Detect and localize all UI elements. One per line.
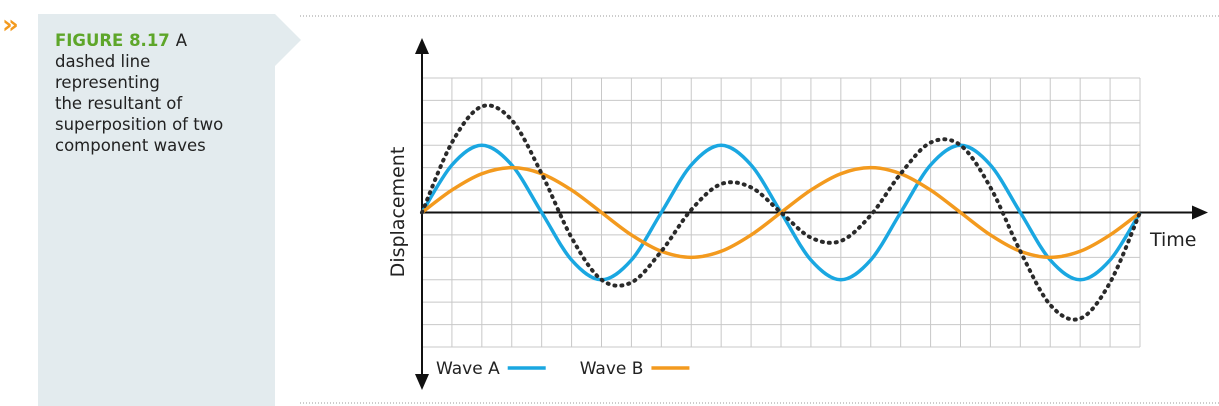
y-axis-arrow bbox=[415, 374, 429, 390]
x-axis-arrow bbox=[1192, 205, 1208, 220]
legend-label: Wave A bbox=[436, 359, 500, 379]
marker: » bbox=[2, 10, 19, 40]
y-axis-arrow bbox=[415, 38, 429, 54]
y-axis-label: Displacement bbox=[387, 147, 409, 278]
sidebar bbox=[38, 14, 275, 406]
caption-line: representing bbox=[55, 73, 160, 92]
resultant-line bbox=[420, 103, 1142, 322]
x-axis-label: Time bbox=[1149, 229, 1197, 251]
caption-line: component waves bbox=[55, 136, 206, 155]
caption-line: superposition of two bbox=[55, 115, 224, 134]
caption-line: A bbox=[175, 31, 188, 50]
sidebar-notch bbox=[275, 14, 301, 66]
caption-line: the resultant of bbox=[55, 94, 183, 113]
caption-line: dashed line bbox=[55, 52, 151, 71]
figure-label: FIGURE 8.17 bbox=[55, 31, 170, 50]
legend-label: Wave B bbox=[580, 359, 644, 379]
